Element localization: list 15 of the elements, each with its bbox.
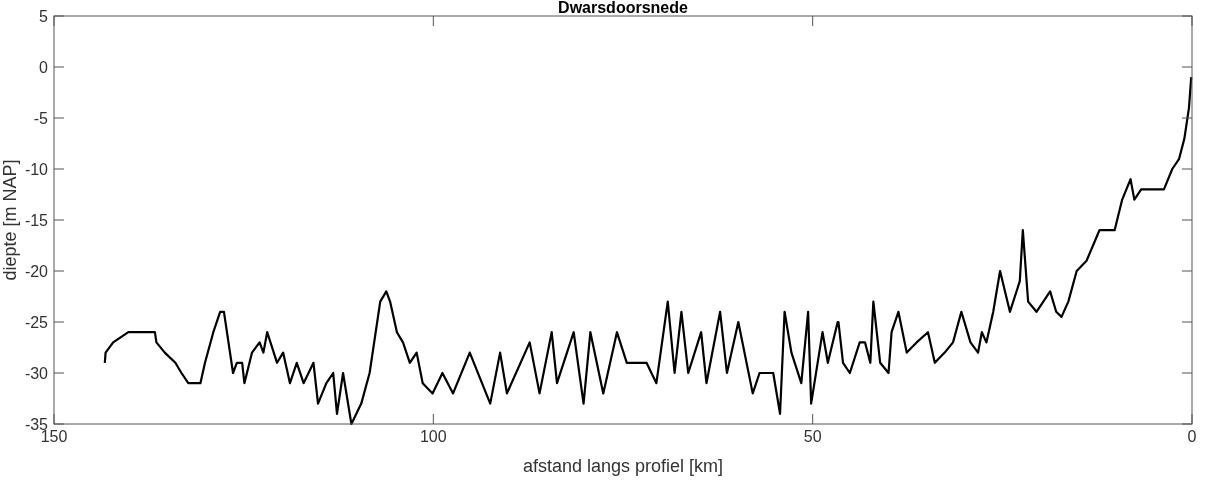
x-tick-label: 50 <box>803 428 822 445</box>
y-tick-label: -20 <box>24 263 49 280</box>
y-tick-label: 5 <box>39 8 49 25</box>
x-axis-title: afstand langs profiel [km] <box>522 456 724 476</box>
chart-title: Dwarsdoorsnede <box>558 0 689 16</box>
y-tick-label: -10 <box>24 161 49 178</box>
y-tick-label: -25 <box>24 314 49 331</box>
y-tick-label: -30 <box>24 365 49 382</box>
y-axis-title: diepte [m NAP] <box>0 159 20 281</box>
y-tick-label: -15 <box>24 212 49 229</box>
x-tick-label: 100 <box>419 428 447 445</box>
x-tick-label: 0 <box>1187 428 1197 445</box>
y-tick-label: 0 <box>39 59 49 76</box>
line-series <box>103 76 1193 426</box>
y-tick-label: -5 <box>33 110 49 127</box>
